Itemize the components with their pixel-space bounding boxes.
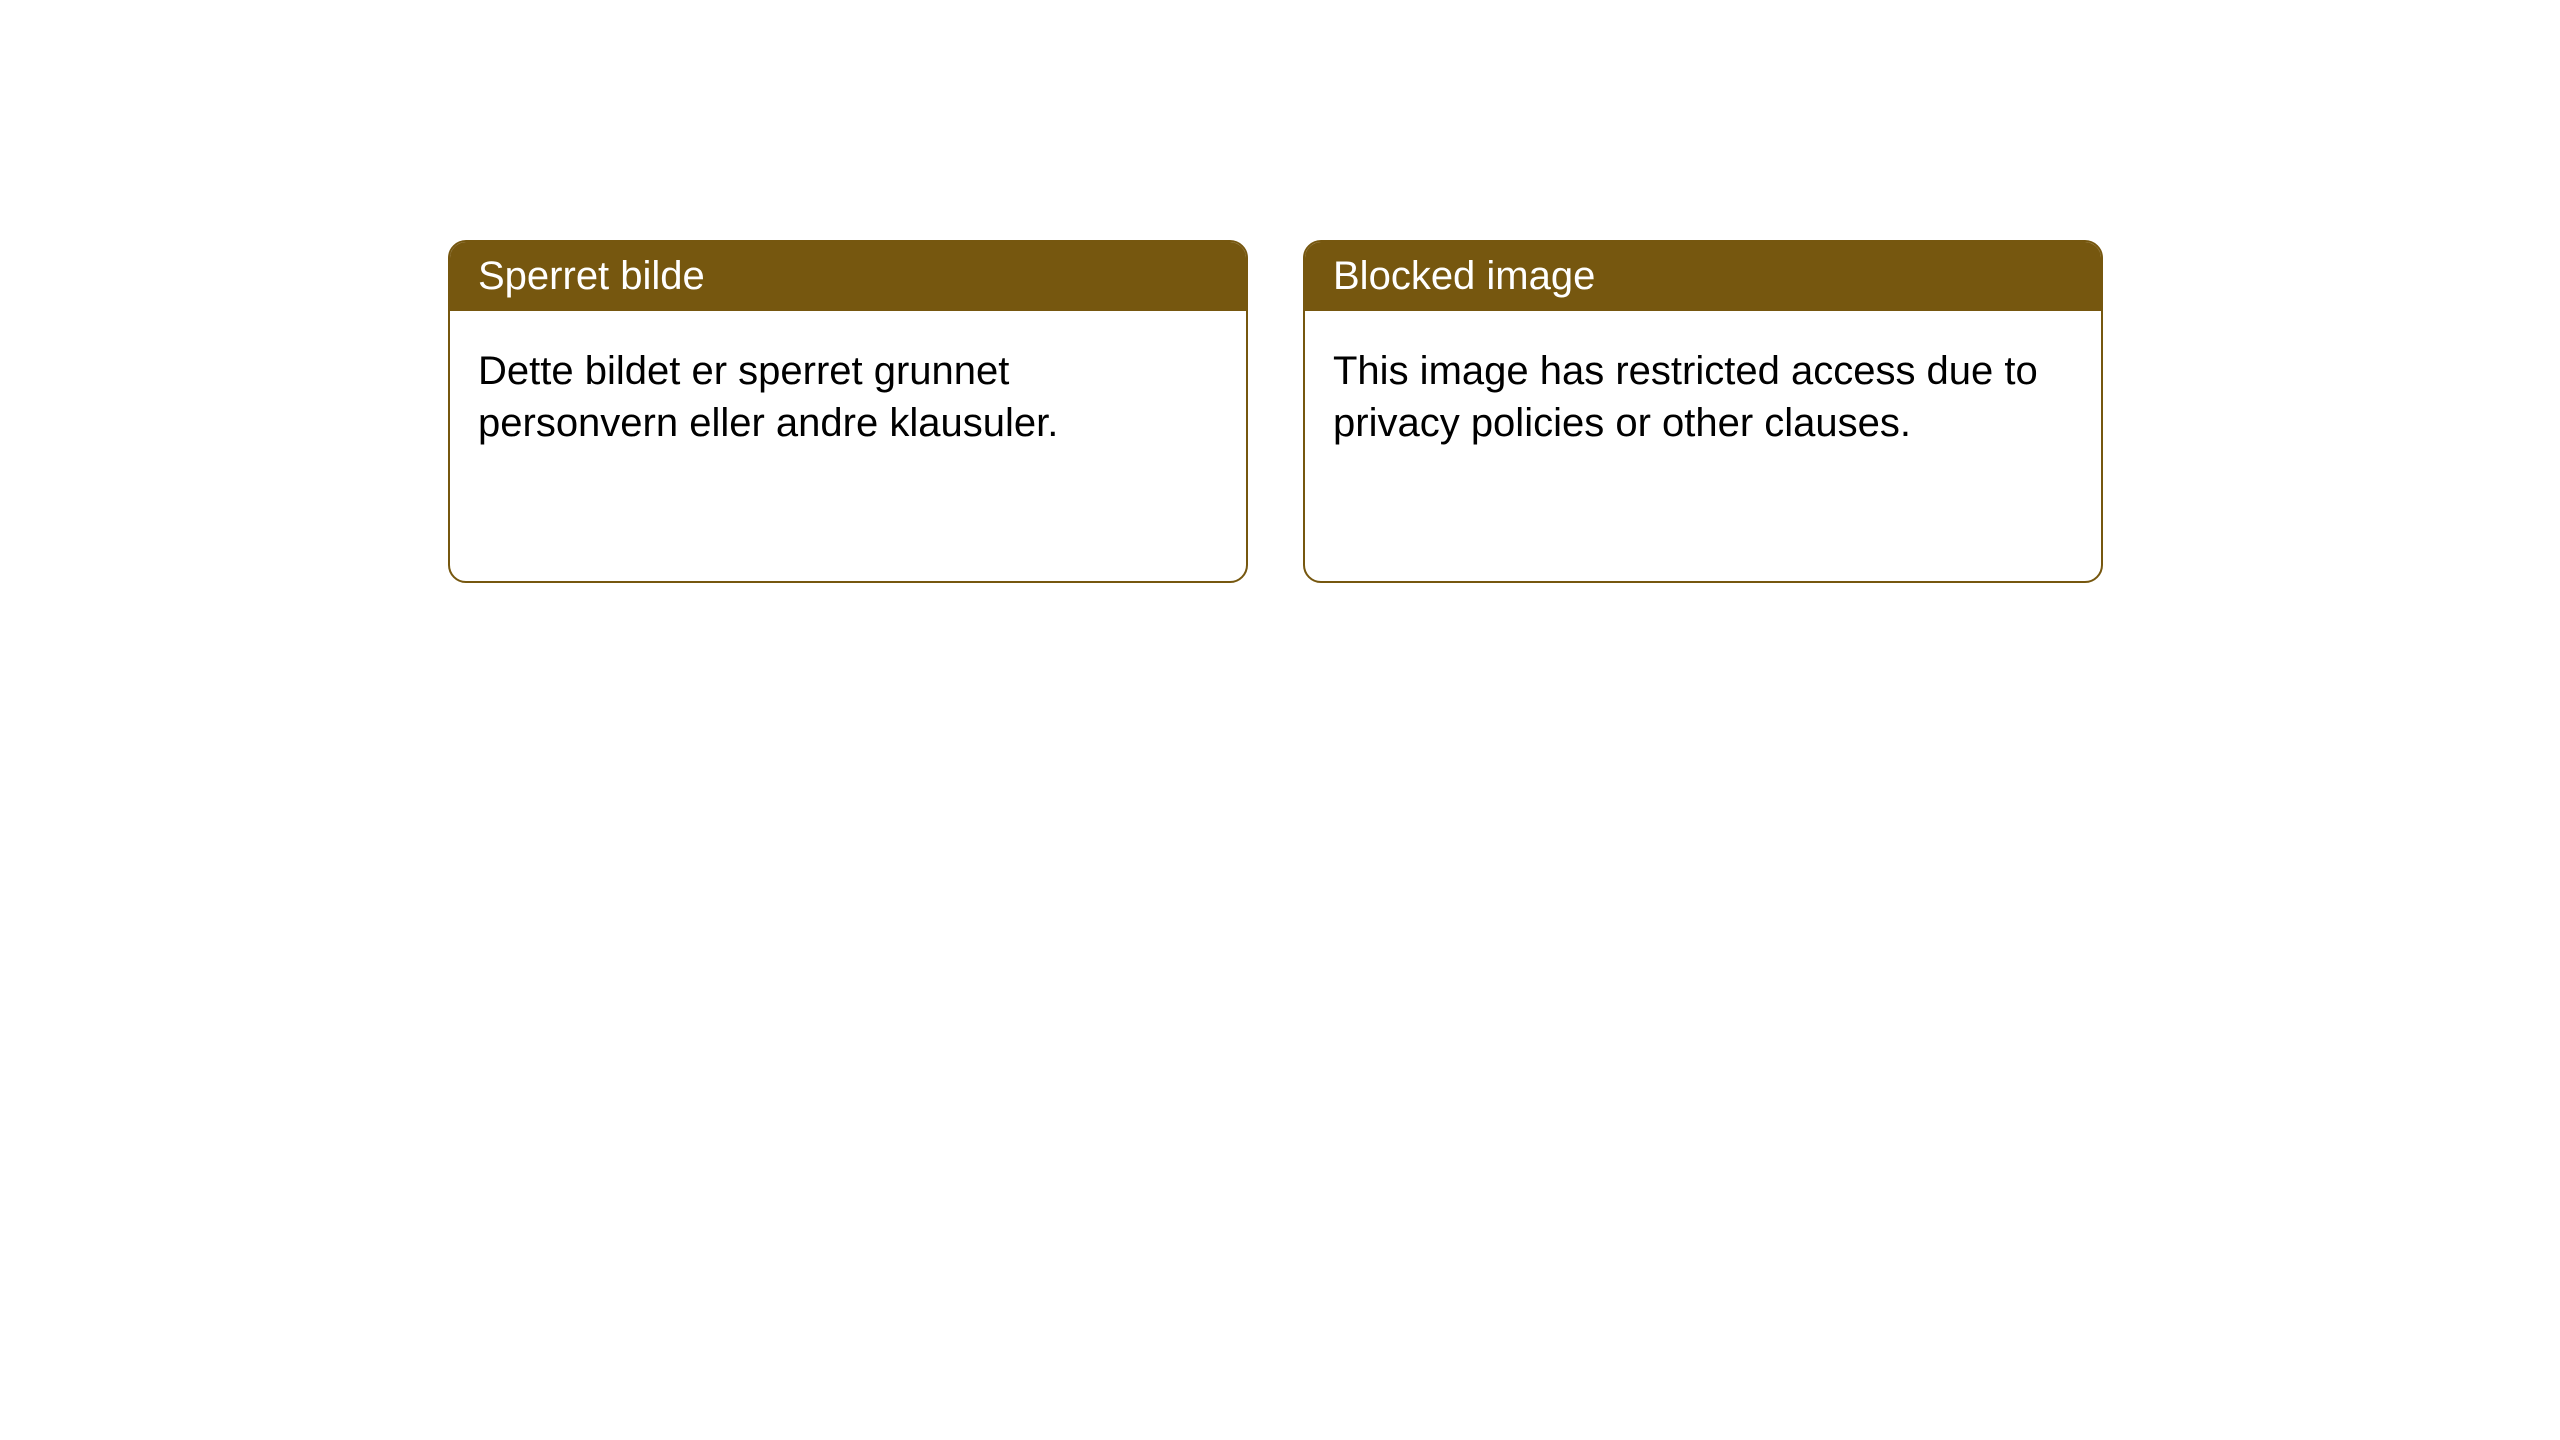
notice-card-english: Blocked image This image has restricted … (1303, 240, 2103, 583)
notice-card-norwegian: Sperret bilde Dette bildet er sperret gr… (448, 240, 1248, 583)
notice-body-english: This image has restricted access due to … (1305, 311, 2101, 581)
notice-header-english: Blocked image (1305, 242, 2101, 311)
notice-container: Sperret bilde Dette bildet er sperret gr… (0, 0, 2560, 583)
notice-body-norwegian: Dette bildet er sperret grunnet personve… (450, 311, 1246, 581)
notice-header-norwegian: Sperret bilde (450, 242, 1246, 311)
